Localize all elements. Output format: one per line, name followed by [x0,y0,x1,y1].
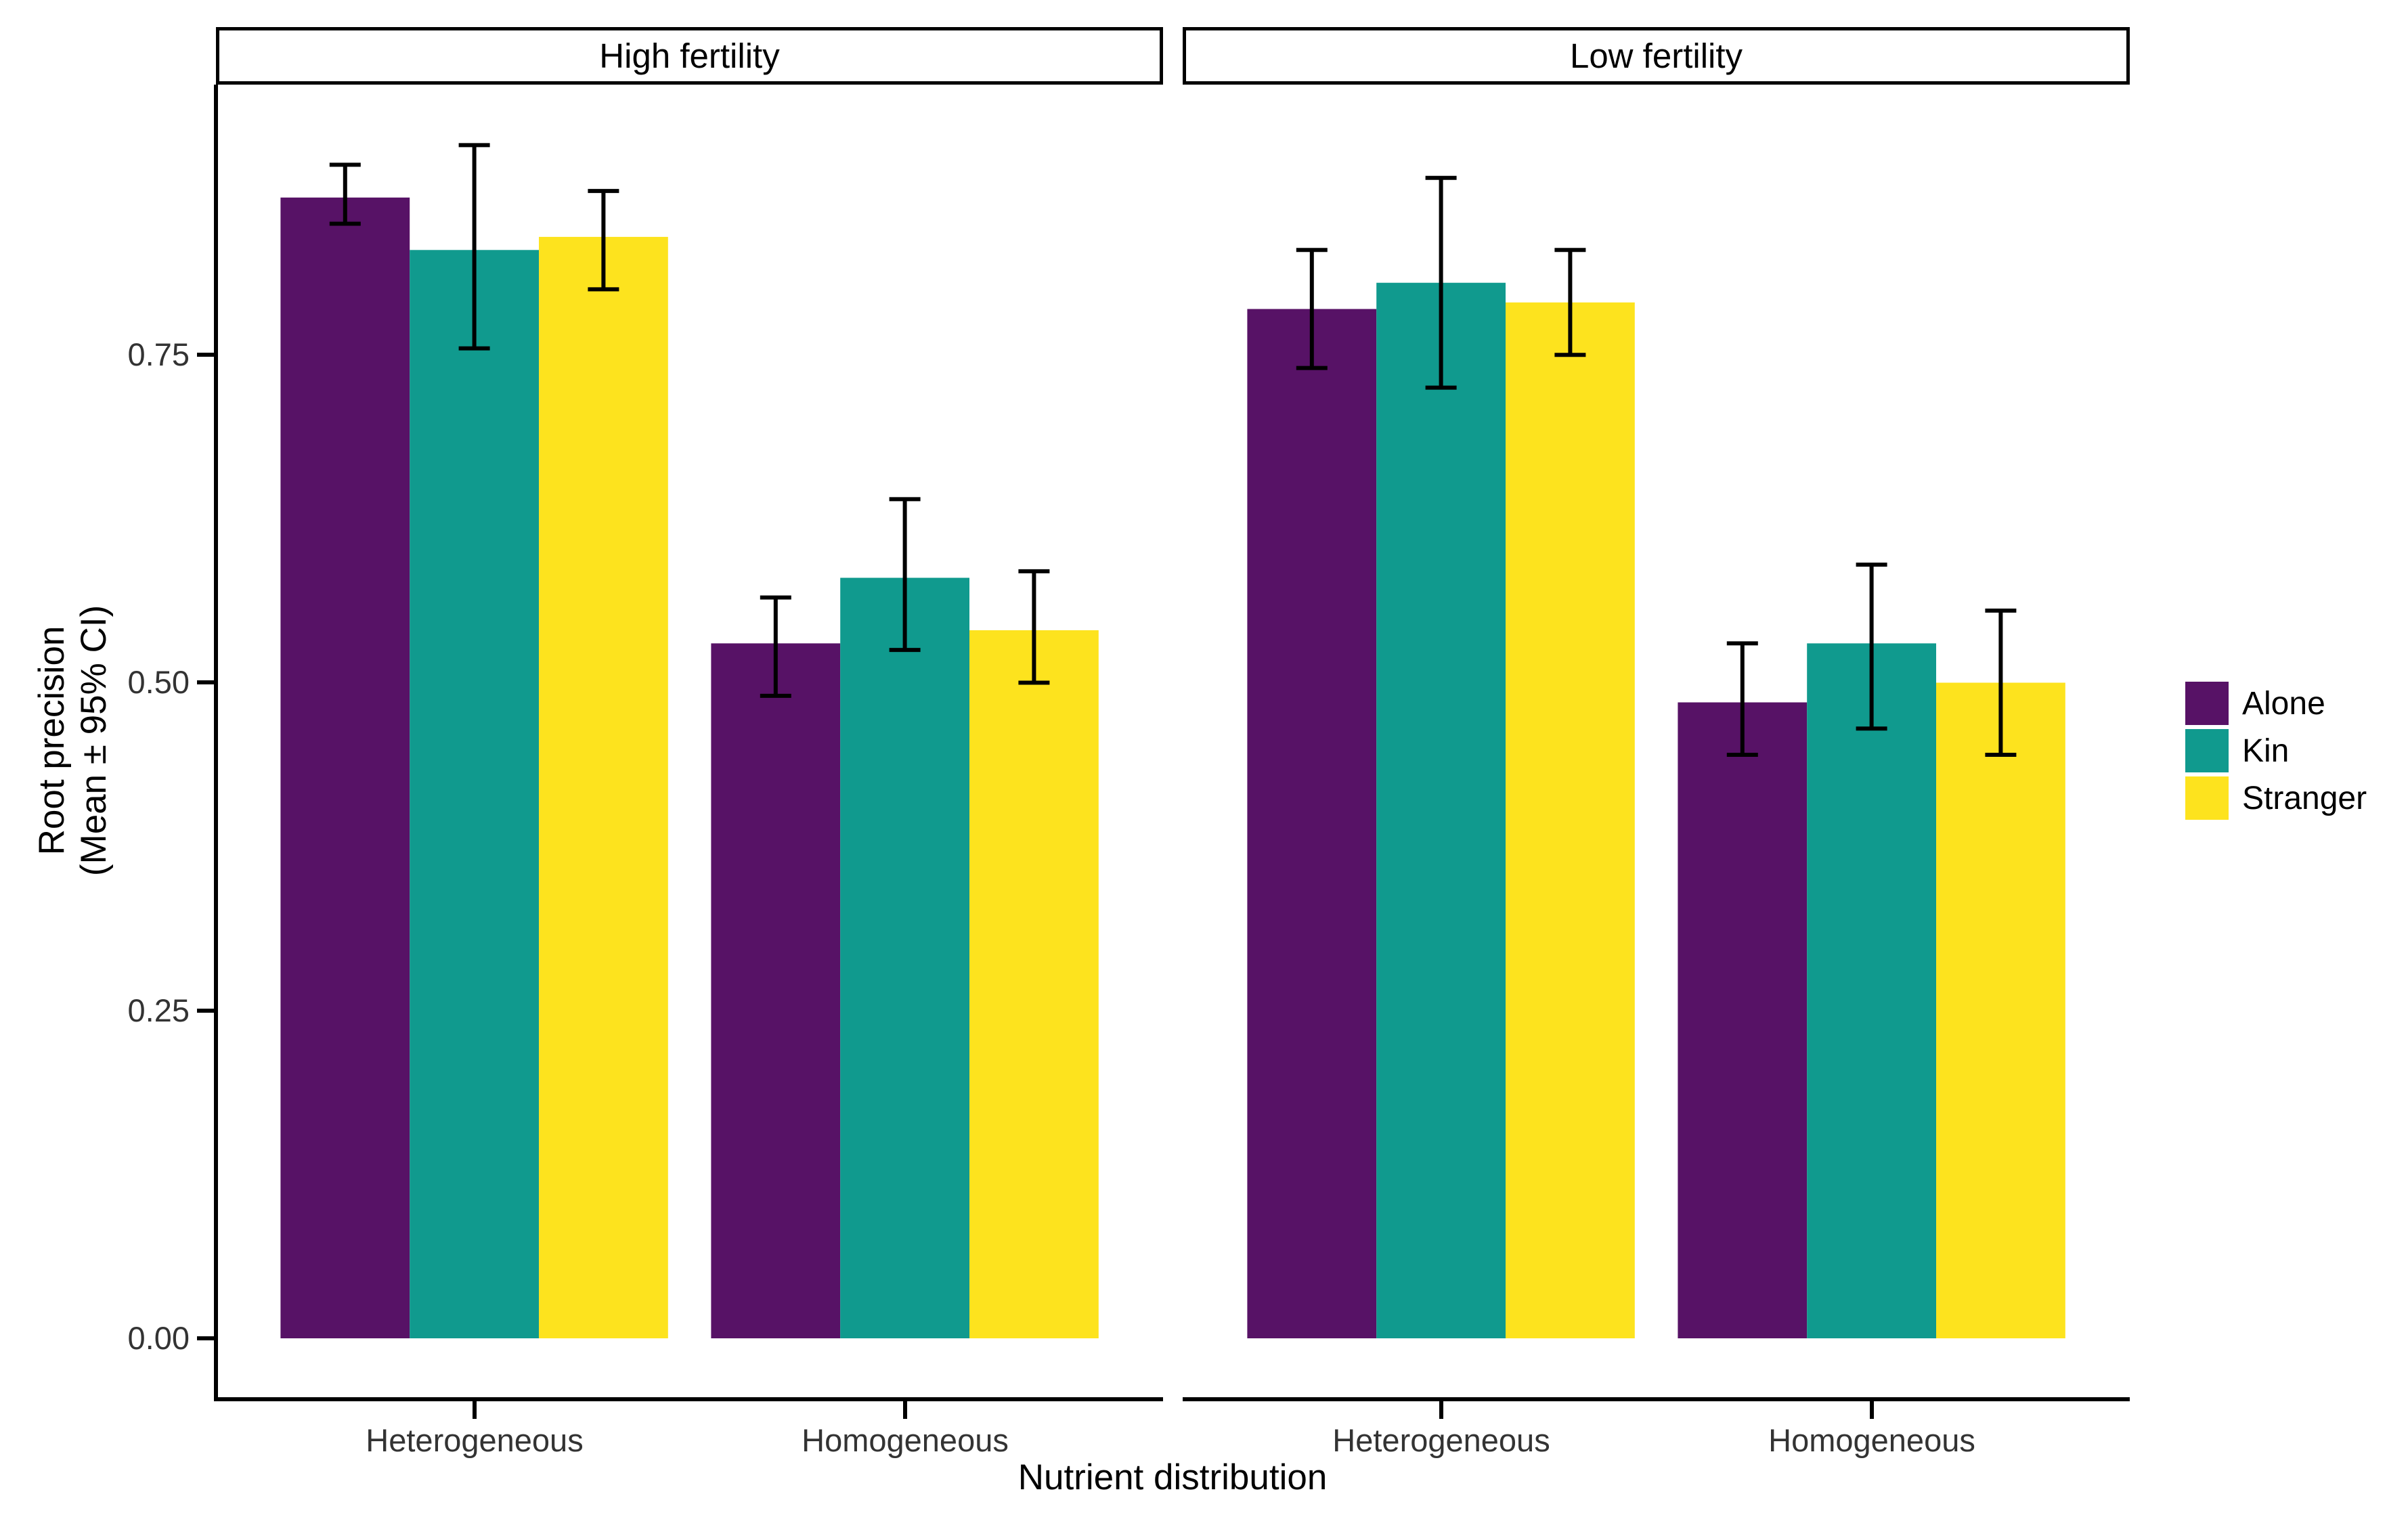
y-tick-label-0.50: 0.50 [127,664,190,700]
bar-High fertility-Homogeneous-Kin [840,577,969,1338]
legend-swatch-kin [2185,729,2229,772]
y-axis-title-line2: (Mean ± 95% CI) [74,605,114,877]
legend-label-alone: Alone [2242,685,2325,722]
legend-swatch-stranger [2185,776,2229,820]
facet-strip-high-fertility: High fertility [216,27,1163,85]
y-axis-title: Root precision (Mean ± 95% CI) [31,605,115,876]
y-tick-mark-0.50 [197,680,216,684]
legend-swatch-alone [2185,682,2229,725]
y-tick-mark-0.00 [197,1336,216,1340]
bar-Low fertility-Homogeneous-Alone [1678,702,1808,1338]
y-tick-mark-0.25 [197,1009,216,1013]
y-axis-title-line1: Root precision [32,625,72,856]
y-axis-line [214,85,218,1401]
bar-High fertility-Heterogeneous-Alone [280,197,410,1338]
legend-item-stranger: Stranger [2185,774,2367,822]
x-tick-mark-het-right [1439,1401,1443,1419]
panel-plot-area [1247,175,2065,1339]
y-tick-label-0.75: 0.75 [127,336,190,372]
facet-strip-label: Low fertility [1569,37,1743,75]
legend-item-kin: Kin [2185,727,2367,774]
bar-Low fertility-Homogeneous-Kin [1807,643,1936,1338]
x-tick-mark-het-left [473,1401,477,1419]
y-tick-mark-0.75 [197,353,216,357]
bar-High fertility-Homogeneous-Stranger [969,630,1099,1338]
bar-Low fertility-Heterogeneous-Kin [1376,282,1506,1339]
legend-label-stranger: Stranger [2242,780,2367,816]
facet-strip-label: High fertility [599,37,780,75]
panel-plot-area [280,143,1099,1339]
x-axis-title: Nutrient distribution [1017,1457,1328,1497]
x-tick-label: Homogeneous [1768,1422,1975,1458]
facet-strip-low-fertility: Low fertility [1183,27,2130,85]
x-tick-label: Heterogeneous [366,1422,584,1458]
x-tick-label: Homogeneous [802,1422,1009,1458]
bar-Low fertility-Heterogeneous-Stranger [1506,302,1635,1338]
x-axis-line-right-panel [1183,1397,2130,1401]
bar-High fertility-Heterogeneous-Kin [410,250,539,1338]
x-tick-mark-hom-right [1870,1401,1874,1419]
panel-high-fertility [216,85,1163,1397]
panel-low-fertility [1183,85,2130,1397]
bar-High fertility-Heterogeneous-Stranger [539,236,668,1339]
legend: Alone Kin Stranger [2185,680,2367,822]
legend-label-kin: Kin [2242,732,2290,769]
x-axis-line-left-panel [216,1397,1163,1401]
x-tick-label: Heterogeneous [1332,1422,1550,1458]
x-tick-mark-hom-left [903,1401,907,1419]
bar-Low fertility-Heterogeneous-Alone [1247,309,1377,1339]
bar-High fertility-Homogeneous-Alone [711,643,841,1338]
y-tick-label-0.00: 0.00 [127,1320,190,1356]
legend-item-alone: Alone [2185,680,2367,727]
bar-Low fertility-Homogeneous-Stranger [1936,682,2065,1338]
y-tick-label-0.25: 0.25 [127,992,190,1028]
